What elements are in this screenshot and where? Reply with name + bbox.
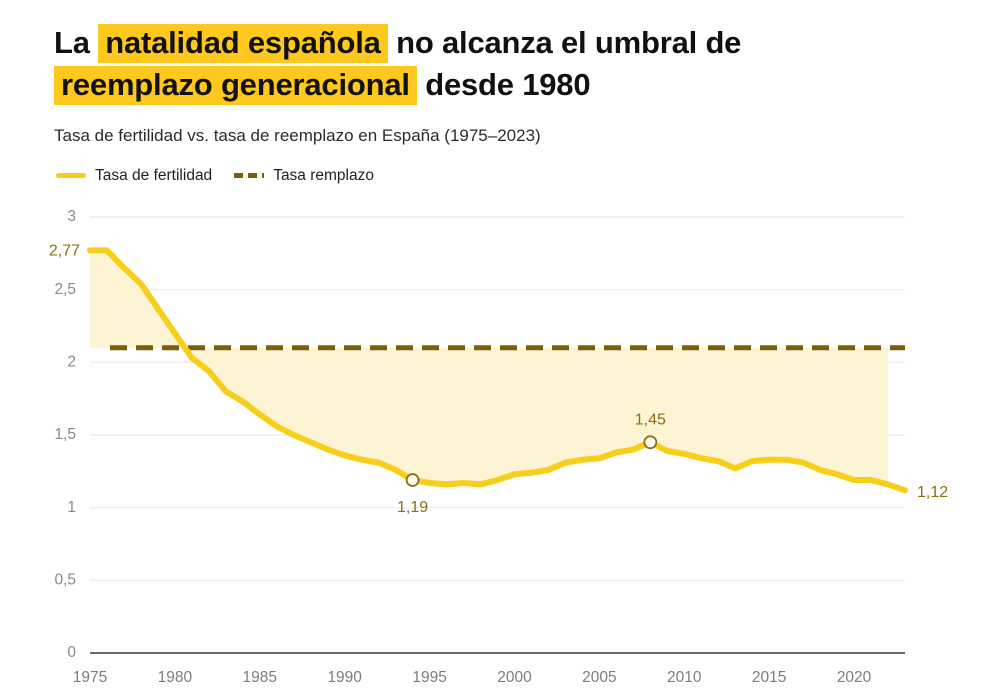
data-point-labels: 2,77 1,19 1,45 1,12 xyxy=(49,242,948,516)
data-point-marker[interactable] xyxy=(643,435,658,450)
y-axis-tick-label: 0,5 xyxy=(54,571,76,588)
chart-area: 2,77 1,19 1,45 1,12 0 0,5 1 1,5 2 2,5 3 1975 1980 1… xyxy=(0,205,982,693)
chart-header: La natalidad española no alcanza el umbr… xyxy=(0,0,982,185)
x-axis-tick-label: 1975 xyxy=(73,669,107,686)
legend-item-fertility[interactable]: Tasa de fertilidad xyxy=(56,167,212,185)
page-title: La natalidad española no alcanza el umbr… xyxy=(54,22,884,106)
fertility-line-chart: 2,771,191,451,12 00,511,522,53 1975 1980 1… xyxy=(49,208,948,686)
data-point-value-label: 1,45 xyxy=(635,411,666,428)
title-text-part2: no alcanza el umbral de xyxy=(387,25,742,60)
y-axis-ticks: 0 0,5 1 1,5 2 2,5 3 xyxy=(54,208,76,661)
x-axis-tick-label: 1980 xyxy=(158,669,193,686)
fertility-line xyxy=(87,247,908,494)
data-point-value-label: 1,19 xyxy=(397,499,428,516)
y-axis-tick-label: 2 xyxy=(67,353,76,370)
data-point-value-label: 1,12 xyxy=(917,484,948,501)
legend-label-fertility: Tasa de fertilidad xyxy=(95,166,213,184)
x-axis-tick-label: 1995 xyxy=(412,669,446,686)
title-highlight-1: natalidad española xyxy=(98,24,388,63)
chart-subtitle: Tasa de fertilidad vs. tasa de reemplazo… xyxy=(54,125,541,145)
x-axis: 1975 1980 1985 1990 1995 2000 2005 2010 2015 2020 xyxy=(73,652,905,686)
x-axis-tick-label: 2010 xyxy=(667,669,702,686)
title-text-part3: desde 1980 xyxy=(416,66,591,102)
y-axis-tick-label: 0 xyxy=(67,644,76,661)
data-point-value-label: 2,77 xyxy=(49,242,80,259)
x-axis-tick-label: 1985 xyxy=(243,669,277,686)
legend-swatch-dashed-icon xyxy=(234,173,265,179)
title-highlight-2: reemplazo generacional xyxy=(54,65,417,105)
legend-item-replacement[interactable]: Tasa remplazo xyxy=(234,167,374,185)
x-axis-tick-label: 1990 xyxy=(327,669,362,686)
legend-swatch-solid-icon xyxy=(56,173,86,179)
x-axis-tick-label: 2000 xyxy=(497,669,532,686)
title-text-part1: La xyxy=(54,25,99,60)
data-point-marker[interactable] xyxy=(405,473,420,487)
y-axis-tick-label: 1 xyxy=(67,499,76,516)
fertility-line-path xyxy=(87,247,908,494)
legend-label-replacement: Tasa remplazo xyxy=(273,166,374,184)
data-point-markers xyxy=(405,435,658,487)
x-axis-tick-label: 2005 xyxy=(582,669,616,686)
area-fill xyxy=(90,250,889,485)
x-axis-tick-label: 2015 xyxy=(752,669,786,686)
y-axis-tick-label: 1,5 xyxy=(54,426,76,443)
y-axis-tick-label: 3 xyxy=(67,208,76,225)
x-axis-tick-label: 2020 xyxy=(837,669,872,686)
area-fill-path xyxy=(90,250,889,485)
chart-legend: Tasa de fertilidad Tasa remplazo xyxy=(54,167,942,185)
y-axis-tick-label: 2,5 xyxy=(54,281,76,298)
